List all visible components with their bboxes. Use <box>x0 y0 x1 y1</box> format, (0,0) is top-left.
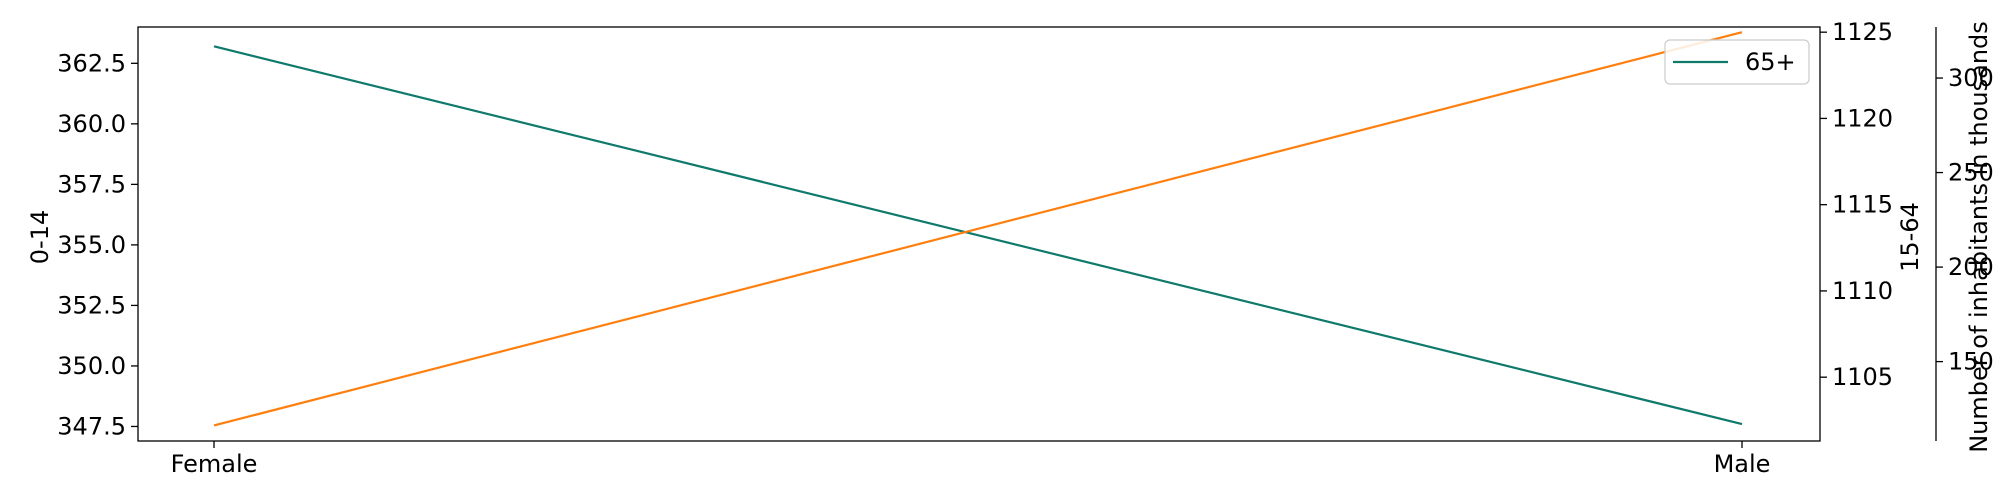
right-y-axis: 1105 1110 1115 1120 1125 <box>1820 18 1893 391</box>
plot-frame <box>137 26 1821 442</box>
right-tick-label: 1110 <box>1832 277 1893 305</box>
far-right-tick-label: 300 <box>1948 64 1994 92</box>
left-tick-label: 347.5 <box>57 412 126 440</box>
x-tick-label: Female <box>171 450 258 478</box>
right-tick-label: 1120 <box>1832 104 1893 132</box>
far-right-tick-label: 150 <box>1948 348 1994 376</box>
right-axis-title: 15-64 <box>1896 202 1924 272</box>
left-tick-label: 355.0 <box>57 231 126 259</box>
left-tick-label: 357.5 <box>57 170 126 198</box>
right-tick-label: 1125 <box>1832 18 1893 46</box>
right-tick-label: 1115 <box>1832 191 1893 219</box>
x-axis: Female Male <box>171 441 1771 478</box>
legend: 65+ <box>1664 39 1810 85</box>
left-axis-title: 0-14 <box>26 210 54 264</box>
series-line-0-14 <box>213 45 1743 426</box>
legend-label-65plus: 65+ <box>1745 48 1796 76</box>
left-y-axis: 347.5 350.0 352.5 355.0 357.5 360.0 362.5 <box>57 49 138 440</box>
series-layer <box>213 31 1743 427</box>
far-right-tick-label: 250 <box>1948 159 1994 187</box>
series-line-15-64 <box>213 31 1743 427</box>
legend-box <box>1664 39 1810 85</box>
right-tick-label: 1105 <box>1832 363 1893 391</box>
left-tick-label: 352.5 <box>57 291 126 319</box>
far-right-y-axis: 150 200 250 300 <box>1936 64 1994 376</box>
x-tick-label: Male <box>1714 450 1771 478</box>
left-tick-label: 362.5 <box>57 49 126 77</box>
left-tick-label: 360.0 <box>57 110 126 138</box>
far-right-tick-label: 200 <box>1948 253 1994 281</box>
far-right-axis-title: Number of inhabitants in thousands <box>1965 21 1993 453</box>
left-tick-label: 350.0 <box>57 352 126 380</box>
